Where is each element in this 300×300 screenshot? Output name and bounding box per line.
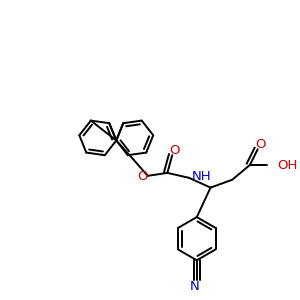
Text: O: O	[169, 144, 179, 157]
Text: O: O	[255, 138, 266, 151]
Text: NH: NH	[192, 170, 212, 183]
Text: O: O	[137, 170, 148, 183]
Text: N: N	[190, 280, 200, 293]
Text: OH: OH	[277, 158, 298, 172]
